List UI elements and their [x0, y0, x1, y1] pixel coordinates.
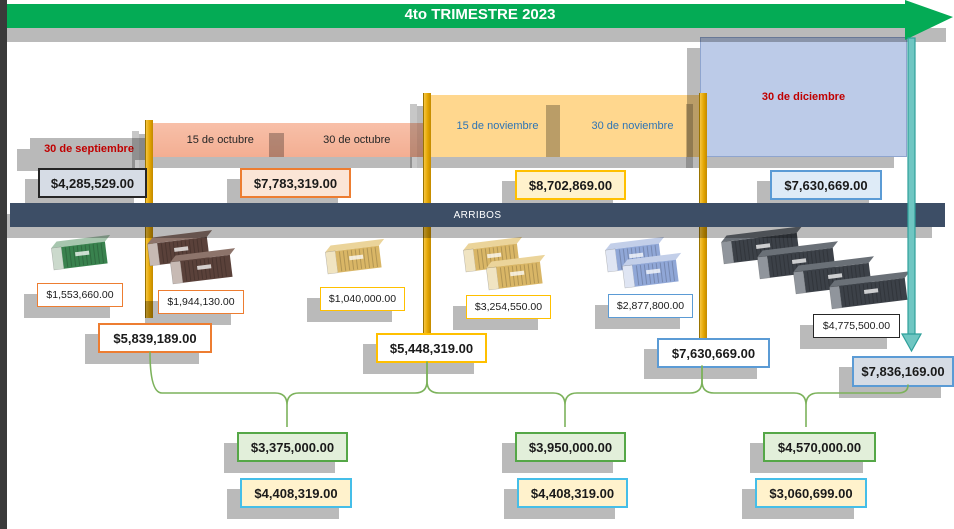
shipment-amount: $1,040,000.00	[320, 287, 405, 311]
pole-shadow	[410, 104, 417, 168]
arrival-total: $5,839,189.00	[98, 323, 212, 353]
banner-body	[7, 4, 905, 28]
pole-shadow	[132, 131, 139, 168]
date-label-october-15: 15 de octubre	[186, 134, 254, 146]
group-total-green: $3,375,000.00	[237, 432, 348, 462]
arrival-total: $5,448,319.00	[376, 333, 487, 363]
date-label-november-15: 15 de noviembre	[456, 120, 539, 132]
shipment-amount: $3,254,550.00	[466, 295, 551, 319]
container-icon-group-green	[50, 230, 124, 283]
slide-edge-strip	[0, 0, 7, 529]
shipment-amount: $1,944,130.00	[158, 290, 244, 314]
date-label-october-30: 30 de octubre	[323, 134, 391, 146]
quarter-banner-arrow	[0, 0, 953, 42]
group-total-yellow: $3,060,699.00	[755, 478, 867, 508]
banner-shadow	[0, 28, 946, 42]
date-label-november-30: 30 de noviembre	[591, 120, 674, 132]
bracket-2	[426, 361, 703, 427]
november-mid-divider	[546, 105, 560, 157]
arribos-label: ARRIBOS	[453, 209, 502, 221]
banner-arrowhead-icon	[905, 0, 953, 40]
container-icon-group-gold-pair	[462, 232, 559, 303]
container-icon-group-brown	[146, 226, 249, 297]
period-total-september: $4,285,529.00	[38, 168, 147, 198]
container-icon-group-gold-single	[324, 234, 398, 287]
container-icon-group-blue	[604, 232, 695, 301]
pole-shadow	[686, 104, 693, 168]
december-period-box: 30 de diciembre	[700, 37, 907, 157]
group-total-green: $3,950,000.00	[515, 432, 626, 462]
group-total-green: $4,570,000.00	[763, 432, 876, 462]
date-label-september: 30 de septiembre	[30, 138, 148, 160]
period-total-november: $8,702,869.00	[515, 170, 626, 200]
container-icon-group-dark	[720, 224, 924, 322]
group-total-yellow: $4,408,319.00	[240, 478, 352, 508]
bracket-1	[149, 351, 428, 427]
date-label-december: 30 de diciembre	[761, 91, 846, 103]
period-total-december: $7,630,669.00	[770, 170, 882, 200]
shipment-amount: $2,877,800.00	[608, 294, 693, 318]
quarter-title: 4to TRIMESTRE 2023	[404, 6, 556, 23]
period-total-october: $7,783,319.00	[240, 168, 351, 198]
bracket-lines	[149, 351, 909, 427]
october-mid-divider	[269, 133, 284, 157]
arrival-total: $7,836,169.00	[852, 356, 954, 387]
shipment-amount: $4,775,500.00	[813, 314, 900, 338]
october-period-bar: 15 de octubre 30 de octubre	[152, 123, 425, 157]
arribos-band: ARRIBOS	[10, 203, 945, 227]
november-period-bar: 15 de noviembre 30 de noviembre	[430, 95, 700, 157]
shipment-amount: $1,553,660.00	[37, 283, 123, 307]
group-total-yellow: $4,408,319.00	[517, 478, 628, 508]
arrival-total: $7,630,669.00	[657, 338, 770, 368]
